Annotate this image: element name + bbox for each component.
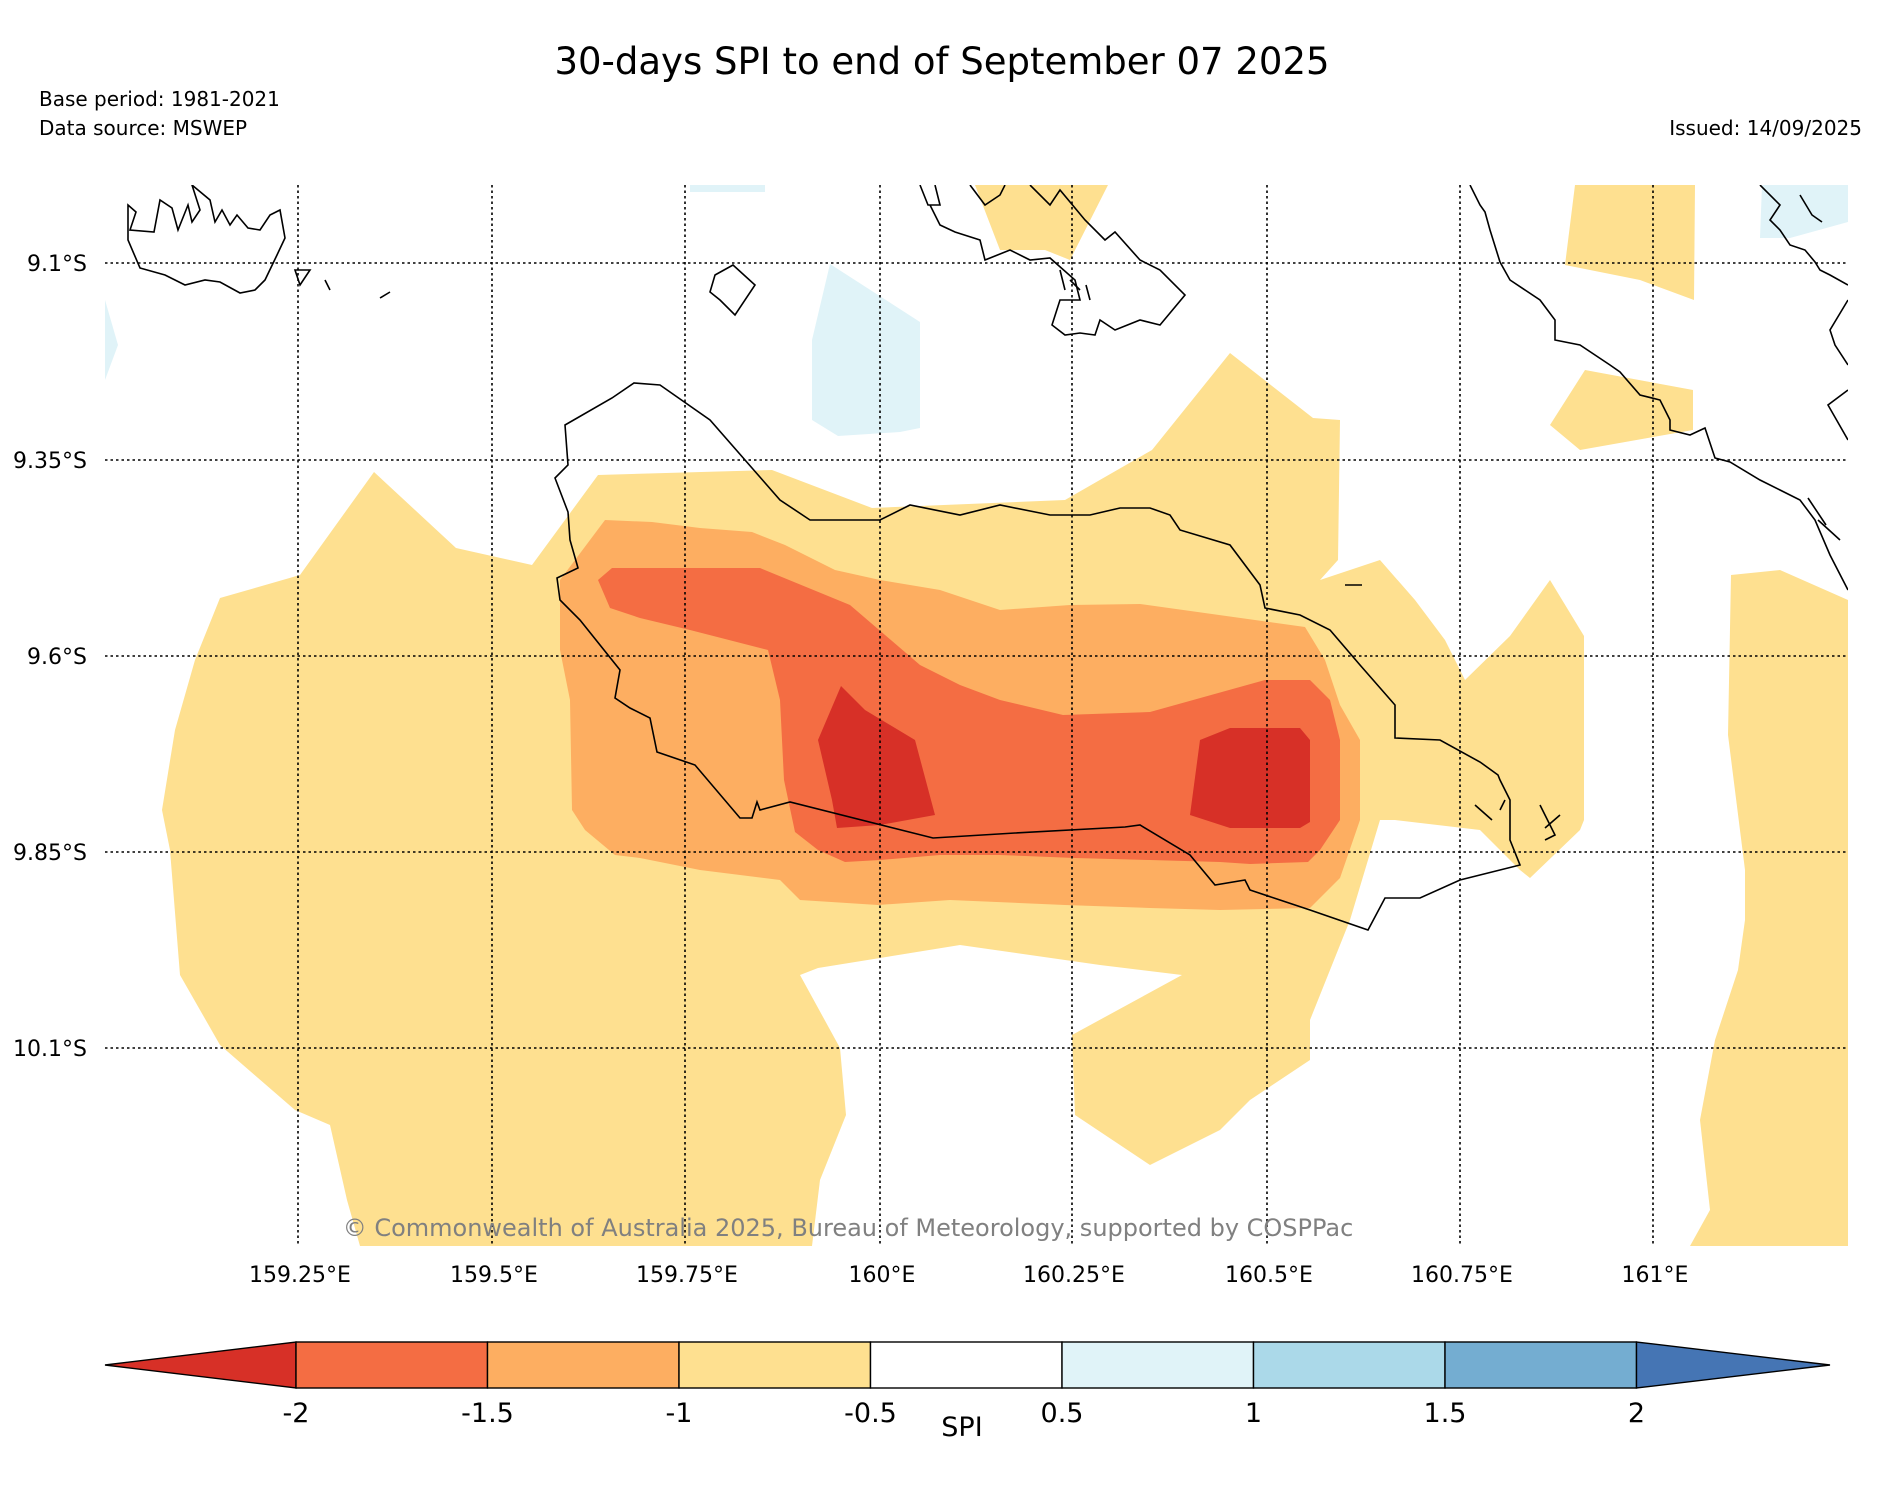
colorbar-ticks: -2 -1.5 -1 -0.5 0.5 1 1.5 2 <box>283 1398 1646 1429</box>
data-source: Data source: MSWEP <box>39 116 247 140</box>
coastlines <box>127 185 1848 931</box>
coastline-east-island <box>1469 185 1848 591</box>
lon-label: 160.25°E <box>1023 1263 1125 1288</box>
wet-anomaly-regions <box>105 185 1848 436</box>
colorbar-bin <box>869 1341 1063 1389</box>
colorbar-tick-label: 0.5 <box>1041 1398 1084 1429</box>
lon-label: 161°E <box>1622 1263 1689 1288</box>
latitude-labels: 9.1°S 9.35°S 9.6°S 9.85°S 10.1°S <box>13 252 87 1062</box>
colorbar-tick-label: -1.5 <box>461 1398 514 1429</box>
colorbar-bin <box>486 1341 680 1389</box>
lat-label: 9.35°S <box>13 449 87 474</box>
coastline-southeast-fragments <box>293 269 1561 841</box>
copyright-notice: © Commonwealth of Australia 2025, Bureau… <box>343 1214 1354 1242</box>
colorbar: -2 -1.5 -1 -0.5 0.5 1 1.5 2 SPI <box>104 1341 1831 1443</box>
colorbar-tick-label: -1 <box>666 1398 693 1429</box>
colorbar-extend-min <box>104 1341 297 1389</box>
colorbar-bin <box>295 1341 489 1389</box>
colorbar-bin <box>1061 1341 1255 1389</box>
lat-label: 9.6°S <box>27 645 87 670</box>
graticule <box>105 185 1848 1246</box>
lat-label: 10.1°S <box>13 1037 87 1062</box>
colorbar-extend-max <box>1635 1341 1831 1389</box>
base-period: Base period: 1981-2021 <box>39 87 280 111</box>
lon-label: 159.75°E <box>636 1263 738 1288</box>
colorbar-title: SPI <box>941 1412 982 1443</box>
lon-label: 159.5°E <box>450 1263 538 1288</box>
coastline-northeast-islands <box>919 185 1187 336</box>
coastline-main-island <box>554 382 1522 931</box>
map-area: © Commonwealth of Australia 2025, Bureau… <box>105 185 1848 1246</box>
colorbar-bin <box>678 1341 872 1389</box>
lat-label: 9.85°S <box>13 841 87 866</box>
colorbar-tick-label: 2 <box>1628 1398 1645 1429</box>
longitude-labels: 159.25°E 159.5°E 159.75°E 160°E 160.25°E… <box>249 1263 1688 1288</box>
lon-label: 160.5°E <box>1225 1263 1313 1288</box>
lon-label: 160°E <box>849 1263 916 1288</box>
colorbar-tick-label: -0.5 <box>844 1398 897 1429</box>
lat-label: 9.1°S <box>27 252 87 277</box>
colorbar-bin <box>1252 1341 1446 1389</box>
coastline-north-islands <box>127 185 286 294</box>
colorbar-tick-label: -2 <box>283 1398 310 1429</box>
issued-date: Issued: 14/09/2025 <box>1669 116 1862 140</box>
lon-label: 160.75°E <box>1411 1263 1513 1288</box>
lon-label: 159.25°E <box>249 1263 351 1288</box>
spi-below-minus-2 <box>818 686 1310 828</box>
colorbar-bins <box>104 1341 1831 1389</box>
colorbar-bin <box>1444 1341 1638 1389</box>
coastline-north-island-b <box>709 264 757 317</box>
map-title: 30-days SPI to end of September 07 2025 <box>554 40 1329 83</box>
colorbar-tick-label: 1 <box>1245 1398 1262 1429</box>
coastline-east-fragments <box>1759 185 1848 541</box>
colorbar-tick-label: 1.5 <box>1424 1398 1467 1429</box>
spi-minus-2-to-minus-15 <box>598 568 1340 864</box>
